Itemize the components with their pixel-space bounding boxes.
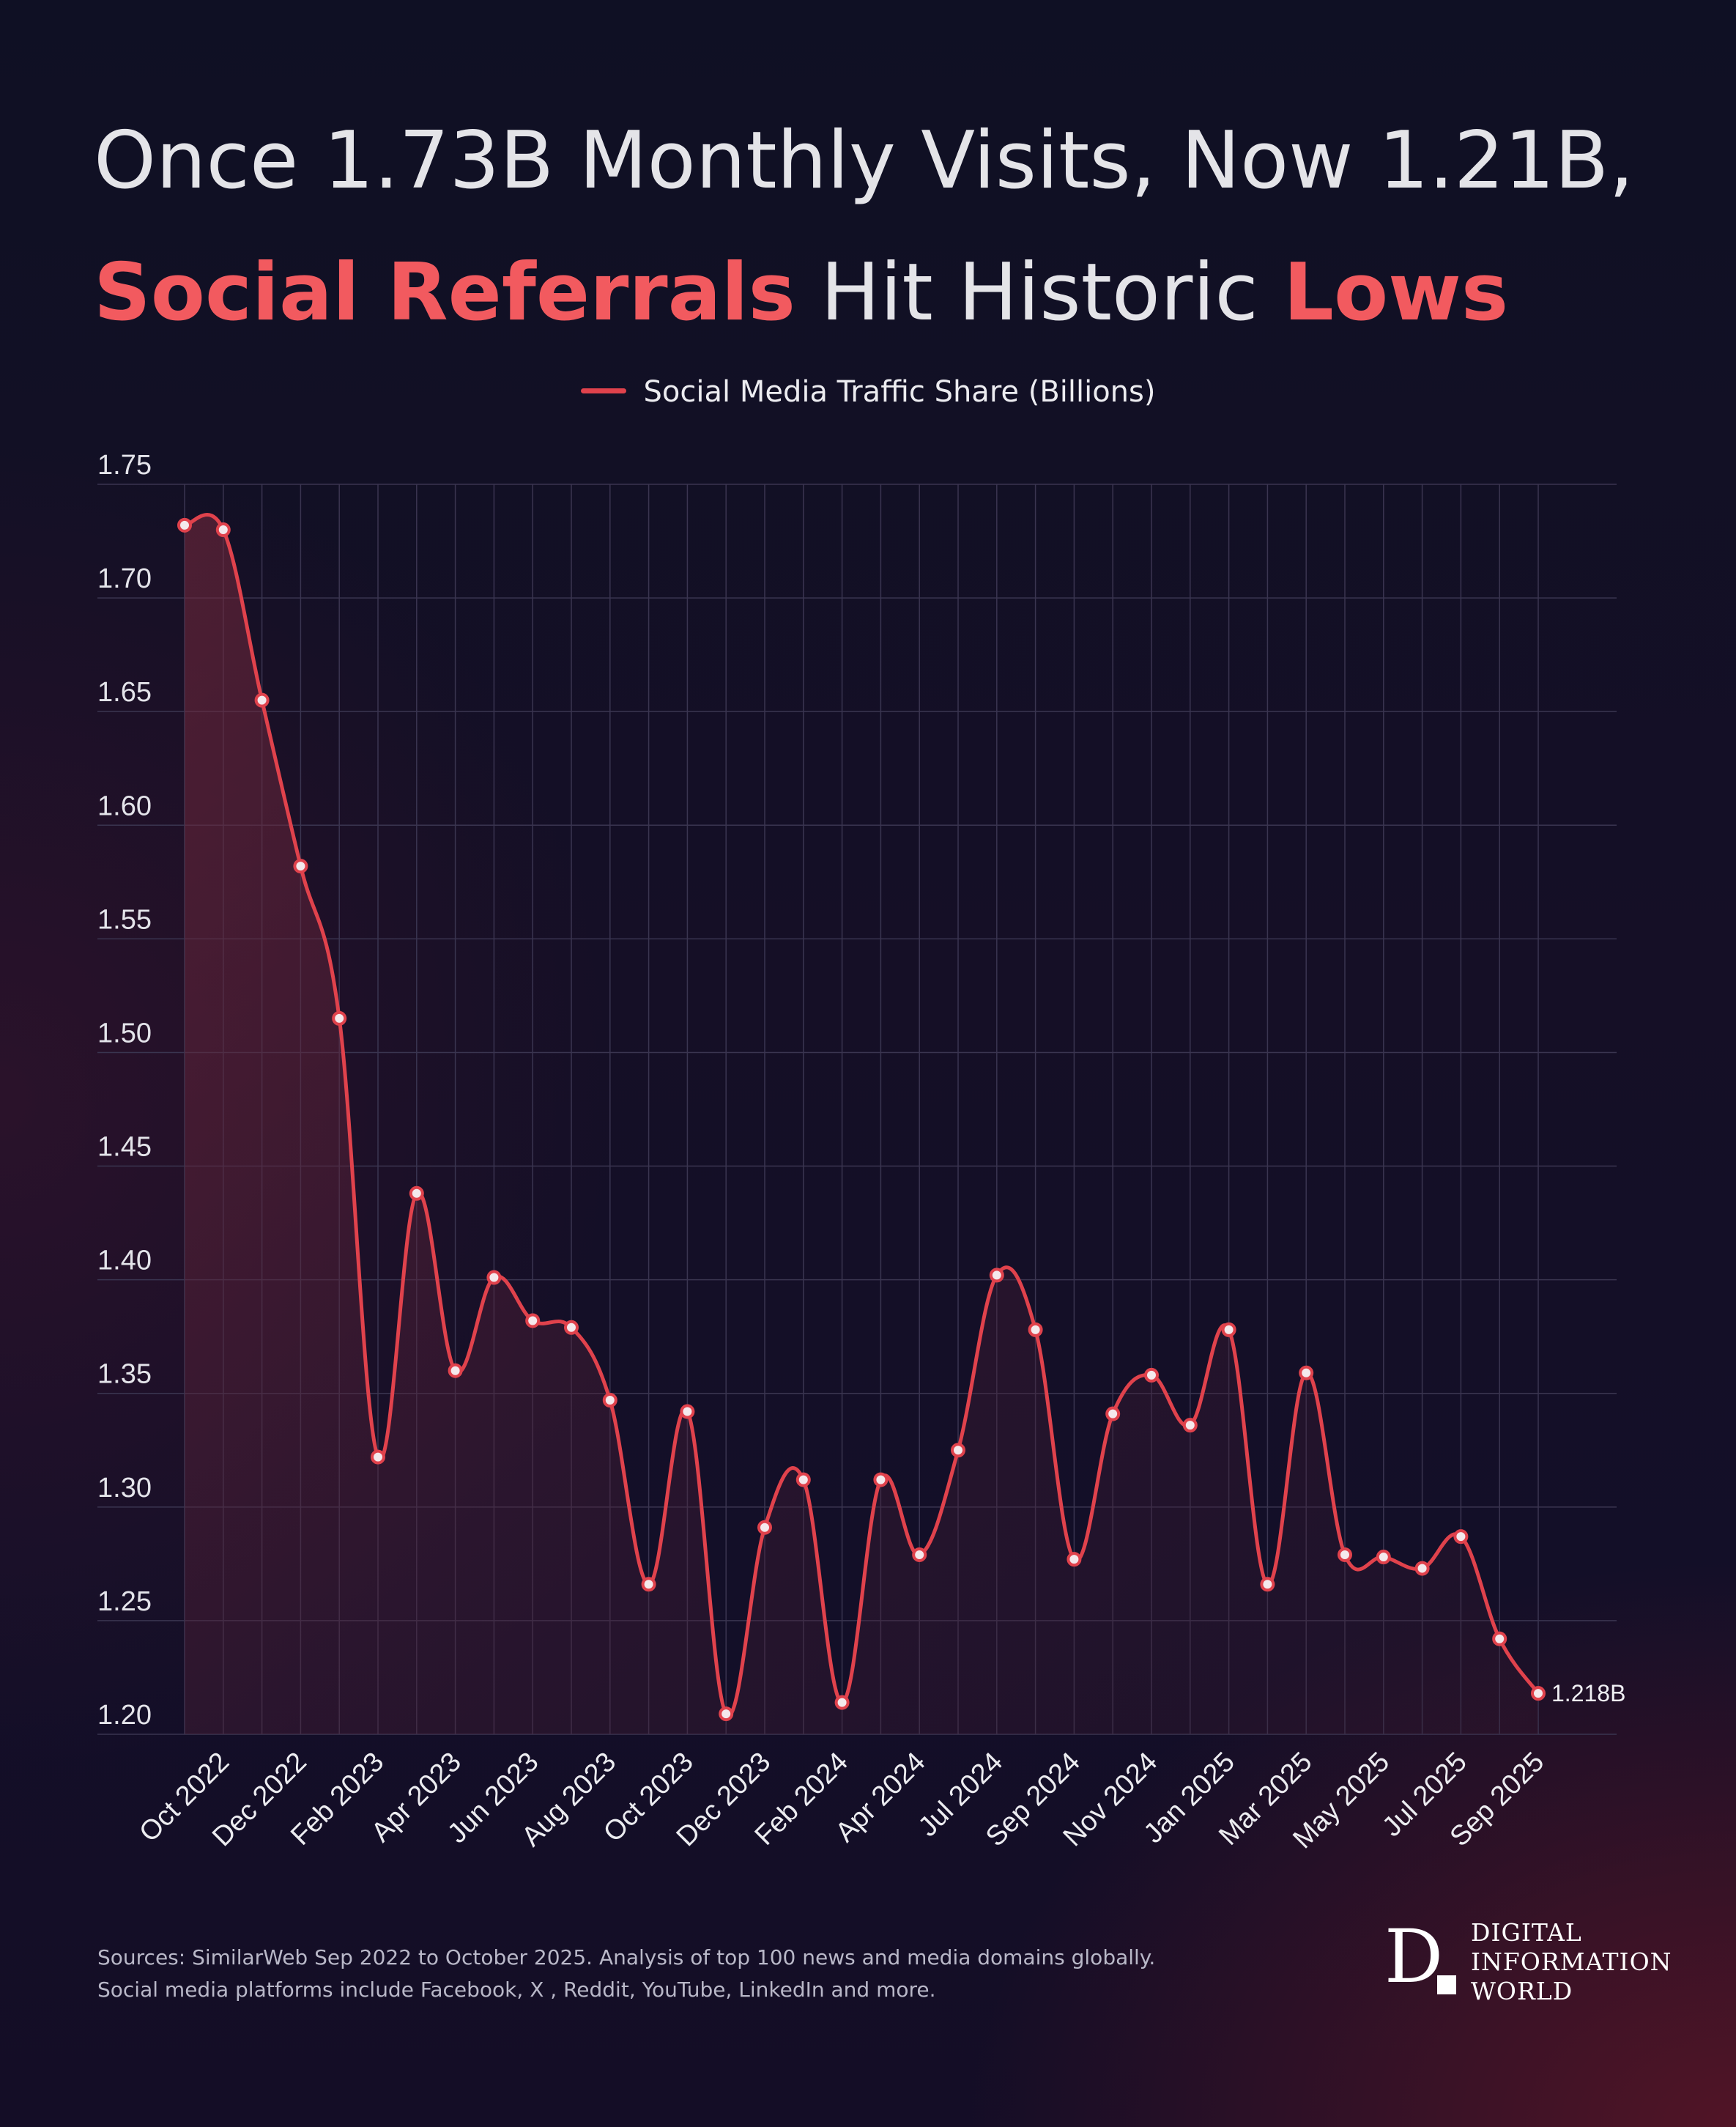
data-point [1067, 1552, 1082, 1567]
y-tick-label: 1.35 [97, 1359, 152, 1390]
data-point [1453, 1529, 1469, 1545]
data-point [1260, 1577, 1275, 1592]
logo-wordmark: DIGITAL INFORMATION WORLD [1471, 1918, 1672, 2006]
data-point [215, 522, 231, 538]
data-point [525, 1313, 541, 1328]
data-point [254, 692, 270, 708]
data-point [448, 1363, 463, 1378]
chart-legend: Social Media Traffic Share (Billions) [0, 375, 1736, 409]
data-point [293, 859, 308, 874]
logo-word-3: WORLD [1471, 1977, 1573, 2005]
y-tick-label: 1.60 [97, 791, 152, 821]
data-point [1105, 1406, 1121, 1421]
data-point [1376, 1550, 1391, 1565]
data-point [1414, 1561, 1430, 1576]
y-tick-label: 1.50 [97, 1018, 152, 1048]
data-point [989, 1268, 1004, 1283]
data-point [1531, 1686, 1546, 1701]
data-point [951, 1443, 965, 1458]
data-point [564, 1320, 579, 1335]
y-tick-label: 1.30 [97, 1473, 152, 1503]
title-highlight-lows: Lows [1283, 247, 1509, 339]
data-point [757, 1520, 772, 1535]
data-points [177, 517, 1546, 1722]
logo-mark: D [1384, 1914, 1444, 2000]
data-point [332, 1010, 347, 1026]
data-point [1338, 1547, 1352, 1562]
data-point [1144, 1367, 1159, 1383]
title-line-2: Social Referrals Hit Historic Lows [94, 227, 1669, 359]
y-tick-label: 1.70 [97, 563, 152, 594]
data-point [371, 1449, 385, 1465]
chart-title: Once 1.73B Monthly Visits, Now 1.21B, So… [94, 95, 1669, 359]
title-highlight-social-referrals: Social Referrals [94, 247, 795, 339]
y-tick-label: 1.65 [97, 677, 152, 708]
data-point [1492, 1631, 1507, 1646]
y-tick-label: 1.45 [97, 1132, 152, 1163]
data-point [873, 1472, 889, 1487]
data-point [680, 1404, 695, 1419]
data-point [719, 1706, 734, 1722]
title-middle-text: Hit Historic [795, 247, 1284, 339]
logo-word-2: INFORMATION [1471, 1947, 1672, 1976]
y-axis-ticks: 1.20 1.25 1.30 1.35 1.40 1.45 1.50 1.55 1.60 1.65… [97, 450, 152, 1731]
data-point [602, 1393, 617, 1408]
data-point [409, 1185, 424, 1201]
end-value-label: 1.218B [1551, 1680, 1625, 1706]
sources-line-2: Social media platforms include Facebook,… [97, 1978, 936, 2002]
data-point [912, 1547, 927, 1562]
legend-label: Social Media Traffic Share (Billions) [643, 375, 1156, 409]
y-tick-label: 1.25 [97, 1586, 152, 1617]
title-line-1: Once 1.73B Monthly Visits, Now 1.21B, [94, 115, 1634, 207]
data-point [486, 1270, 502, 1285]
logo-word-1: DIGITAL [1471, 1918, 1582, 1947]
legend-swatch [580, 388, 626, 393]
data-point [1221, 1322, 1236, 1337]
sources-line-1: Sources: SimilarWeb Sep 2022 to October … [97, 1945, 1156, 1969]
data-point [1182, 1418, 1198, 1433]
sources-note: Sources: SimilarWeb Sep 2022 to October … [97, 1942, 1155, 2006]
data-point [1028, 1322, 1043, 1337]
y-tick-label: 1.20 [97, 1700, 152, 1731]
y-tick-label: 1.55 [97, 904, 152, 935]
logo-square-icon [1437, 1975, 1456, 1994]
data-point [834, 1695, 850, 1710]
data-point [795, 1472, 811, 1487]
y-tick-label: 1.75 [97, 450, 152, 481]
data-point [641, 1577, 656, 1592]
y-tick-label: 1.40 [97, 1246, 152, 1276]
series-area [185, 514, 1538, 1734]
data-point [1299, 1365, 1314, 1380]
data-point [177, 517, 192, 533]
